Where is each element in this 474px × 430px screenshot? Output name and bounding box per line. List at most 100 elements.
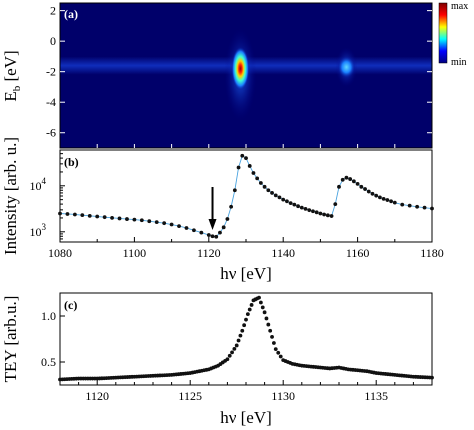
panel-b-label: (b): [64, 155, 79, 169]
data-point: [229, 204, 234, 209]
y-tick-label-a: -4: [46, 95, 56, 109]
data-point: [244, 317, 248, 322]
data-point: [199, 230, 204, 235]
data-point: [147, 219, 152, 224]
data-point: [218, 230, 222, 235]
data-point: [366, 189, 371, 194]
panel-b-x-ticks: 1080 1100 1120 1140 1160 1180: [48, 237, 444, 260]
data-point: [307, 208, 312, 213]
data-point: [268, 328, 273, 333]
data-point: [58, 211, 62, 216]
x-tick-label-b: 1160: [346, 246, 370, 260]
data-point: [311, 209, 315, 214]
data-point: [277, 195, 282, 200]
data-point: [251, 171, 256, 175]
data-point: [318, 211, 323, 216]
x-tick-label-b: 1100: [123, 246, 147, 260]
data-point: [184, 226, 189, 230]
panel-b-ylabel: Intensity [arb. u.]: [1, 137, 20, 255]
x-tick-label-b: 1140: [271, 246, 295, 260]
data-point: [177, 224, 181, 228]
data-point: [110, 215, 114, 220]
data-point: [95, 214, 100, 219]
data-point: [314, 210, 319, 215]
panel-c-ylabel: TEY [arb.u.]: [1, 296, 20, 383]
data-point: [234, 343, 239, 348]
panel-c-label: (c): [64, 298, 77, 312]
data-point: [232, 188, 237, 193]
data-point: [270, 334, 274, 339]
data-point: [359, 184, 364, 189]
colorbar-max-label: max: [451, 1, 468, 12]
data-point: [255, 176, 260, 181]
panel-a-heatmap: 2 0 -2 -4 -6 (a) Eb [eV] max min: [1, 1, 468, 149]
data-point: [227, 353, 232, 358]
data-point: [225, 357, 230, 362]
data-point: [257, 295, 261, 300]
data-point: [273, 193, 278, 198]
panel-b-y-ticks: 104 103: [30, 153, 65, 240]
data-point: [378, 195, 382, 200]
data-point: [154, 220, 159, 225]
data-point: [230, 350, 234, 355]
data-point: [292, 202, 297, 207]
data-point: [344, 175, 349, 180]
data-point: [214, 234, 219, 239]
y-tick-label-c: 0.5: [41, 355, 56, 369]
data-point: [340, 177, 345, 182]
data-point: [288, 201, 293, 206]
data-point: [264, 316, 269, 321]
panel-c-xlabel: hν [eV]: [220, 408, 272, 427]
data-point: [303, 206, 308, 211]
x-tick-label-b: 1080: [48, 246, 72, 260]
data-point: [87, 213, 92, 218]
data-point: [272, 341, 276, 345]
data-point: [242, 323, 247, 328]
data-point: [132, 217, 137, 222]
data-point: [374, 193, 379, 198]
data-point: [80, 213, 85, 218]
x-tick-label-c: 1120: [85, 389, 109, 403]
data-point: [299, 205, 304, 210]
data-point: [322, 212, 327, 217]
data-point: [266, 188, 271, 193]
data-point: [262, 184, 267, 189]
data-point: [221, 225, 226, 230]
data-point: [296, 204, 300, 209]
panel-c-y-ticks: 1.0 0.5: [41, 309, 65, 369]
data-point: [139, 218, 144, 223]
data-point: [351, 179, 356, 184]
data-point: [245, 312, 250, 317]
data-point: [415, 204, 420, 209]
data-point: [240, 153, 245, 158]
data-point: [370, 191, 375, 196]
heatmap-spot-2: [337, 56, 356, 79]
data-point: [244, 156, 248, 161]
panel-c-x-ticks: 1120 1125 1130 1135: [78, 380, 414, 403]
data-point: [125, 217, 129, 221]
x-tick-label-b: 1120: [197, 246, 221, 260]
series-points-intensity: [58, 153, 434, 239]
data-point: [270, 191, 274, 195]
data-point: [363, 187, 367, 191]
data-point: [333, 202, 338, 207]
data-point: [262, 310, 267, 315]
data-point: [65, 212, 70, 216]
data-point: [281, 197, 286, 202]
data-point: [278, 354, 283, 359]
heatmap-spot-1: [231, 46, 250, 91]
onset-arrow: [208, 187, 217, 230]
data-point: [285, 199, 289, 204]
y-tick-label-a: 2: [50, 4, 56, 18]
data-point: [247, 307, 252, 312]
data-point: [392, 200, 397, 205]
data-point: [381, 196, 386, 201]
data-point: [355, 181, 360, 186]
data-point: [385, 198, 390, 202]
y-tick-label-a: 0: [50, 34, 56, 48]
y-tick-label-b: 103: [30, 222, 47, 239]
colorbar-min-label: min: [451, 57, 467, 68]
data-point: [225, 217, 230, 221]
data-point: [348, 177, 353, 181]
data-point: [236, 338, 241, 343]
